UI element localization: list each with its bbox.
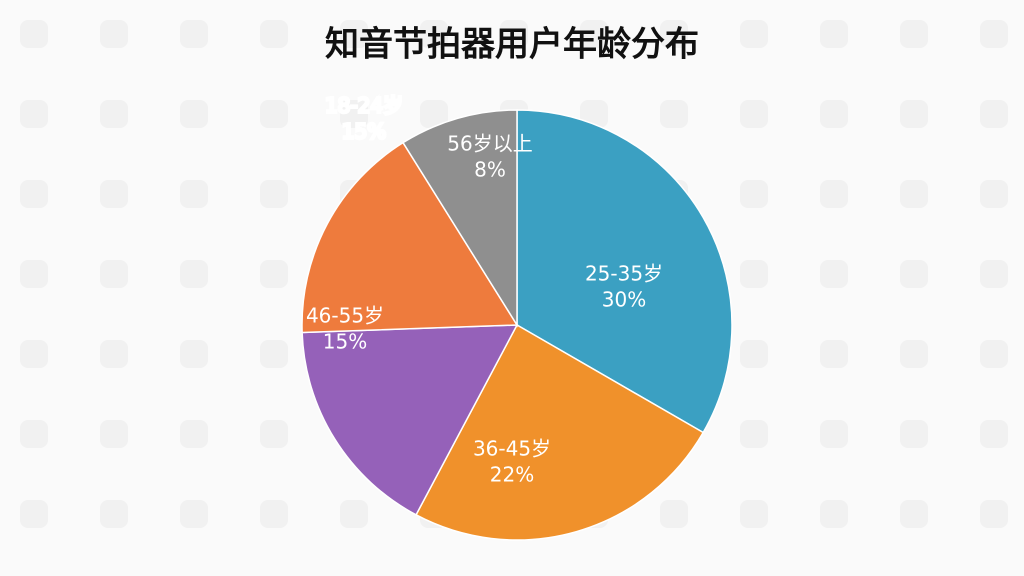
slice-label: 18-24岁 [325,94,403,118]
slice-value-label: 15% [323,330,367,354]
pie-slice [415,323,705,541]
slice-label: 25-35岁 [585,262,663,286]
slice-value-label: 8% [474,158,506,182]
slice-label: 56岁以上 [447,132,532,156]
pie-slice [516,109,733,434]
slice-label: 36-45岁 [473,437,551,461]
slice-value-label: 30% [602,288,646,312]
slice-value-label: 22% [490,463,534,487]
slice-value-label: 15% [342,120,386,144]
slice-label: 46-55岁 [306,304,384,328]
chart-title: 知音节拍器用户年龄分布 [325,25,699,65]
pie-slice [301,324,519,516]
pie-slice [301,141,519,334]
pie-slice [402,109,518,328]
